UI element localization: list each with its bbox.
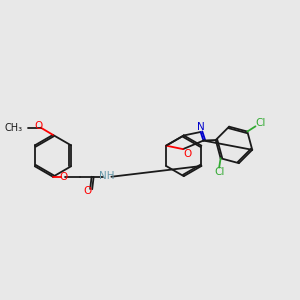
- Text: N: N: [197, 122, 205, 132]
- Text: Cl: Cl: [214, 167, 224, 177]
- Text: O: O: [59, 172, 67, 182]
- Text: O: O: [84, 186, 92, 196]
- Text: O: O: [34, 122, 43, 131]
- Text: NH: NH: [99, 171, 115, 181]
- Text: CH₃: CH₃: [4, 123, 22, 133]
- Text: Cl: Cl: [255, 118, 265, 128]
- Text: O: O: [183, 149, 191, 159]
